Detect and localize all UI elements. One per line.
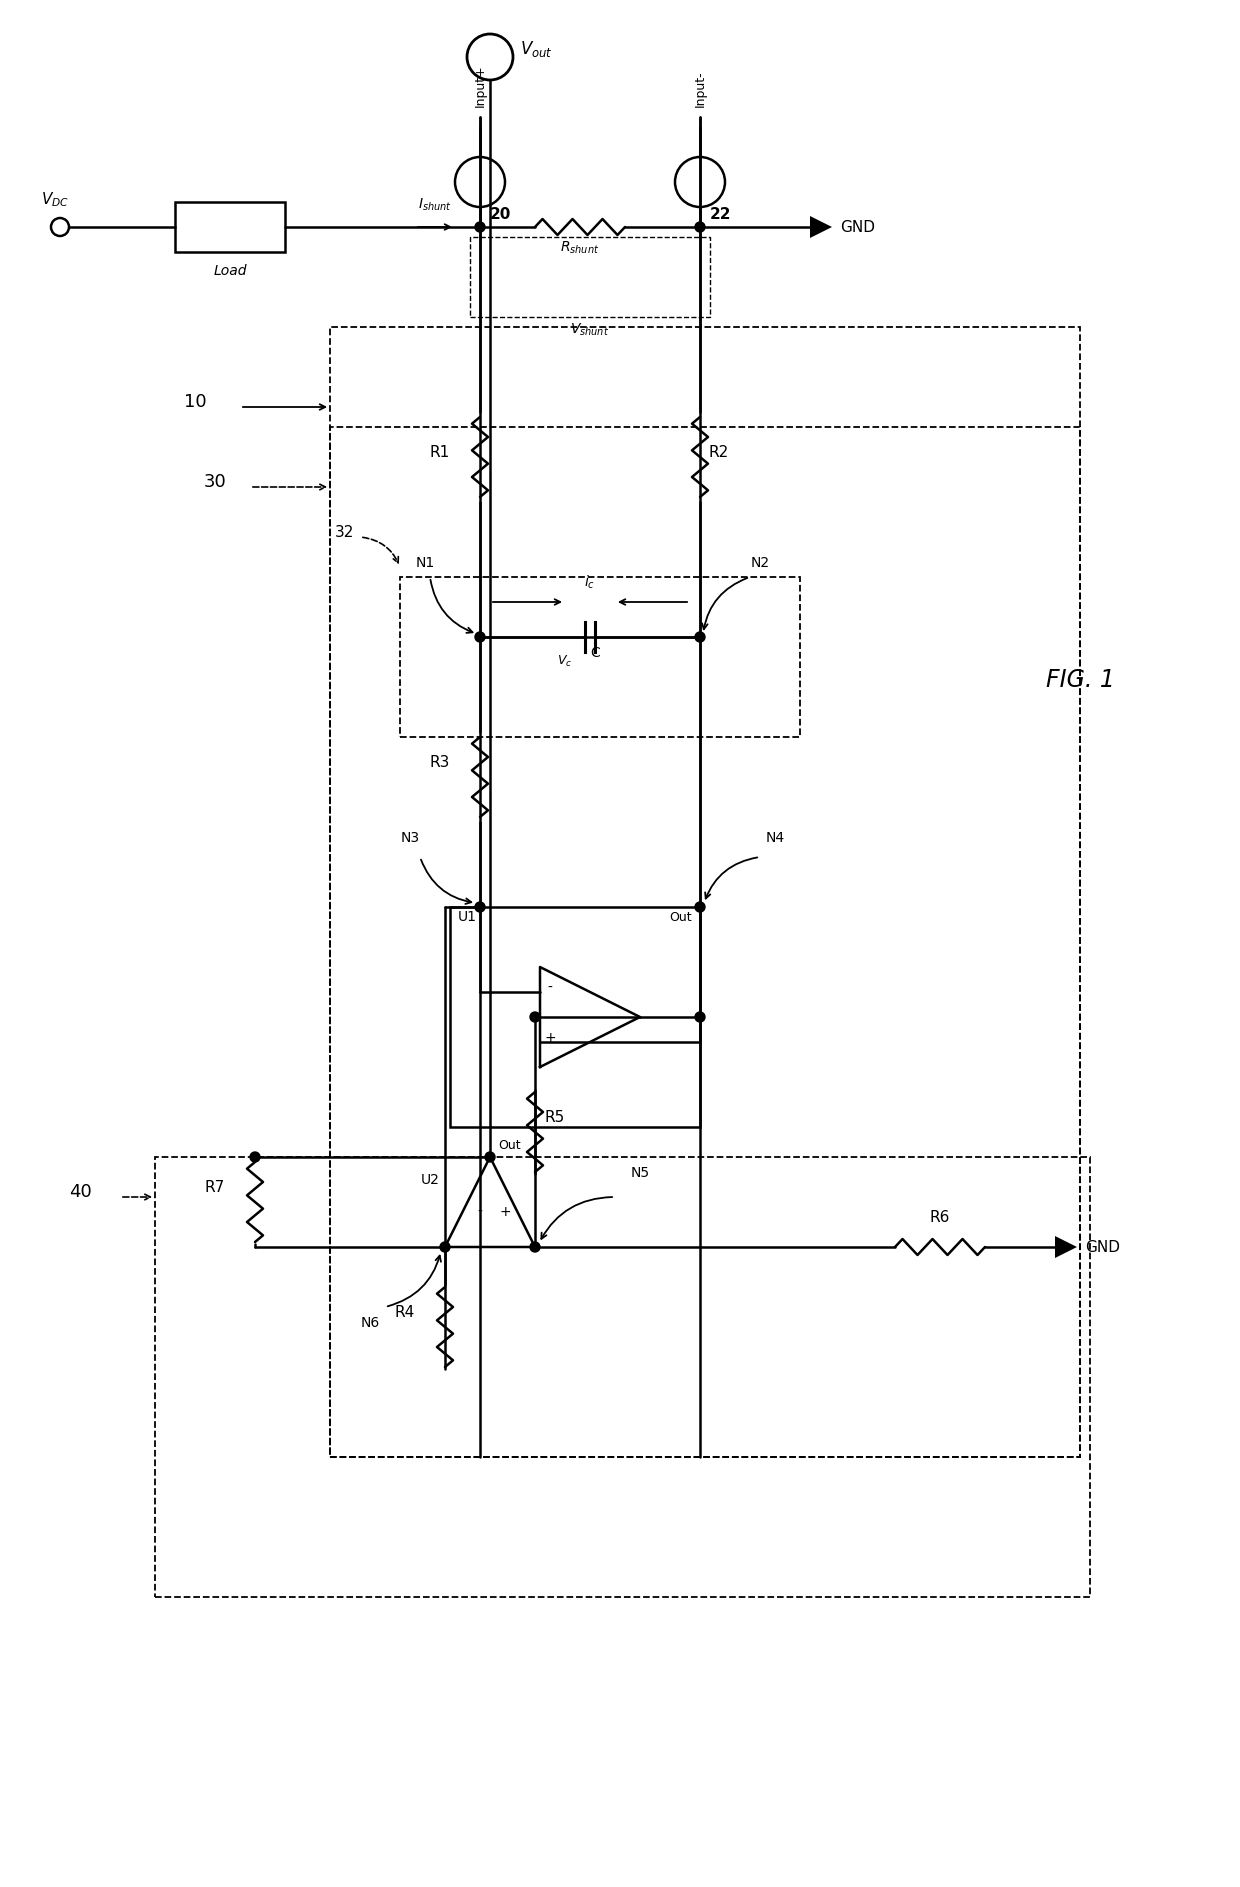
Text: N6: N6 [361,1315,379,1330]
Bar [450,908,701,1127]
Text: Input+: Input+ [474,64,486,108]
Circle shape [485,1151,495,1162]
Text: Load: Load [213,264,247,277]
Text: +: + [500,1204,511,1219]
Text: -: - [548,981,553,994]
Text: Input-: Input- [693,70,707,108]
Circle shape [475,902,485,911]
Circle shape [440,1242,450,1251]
Text: R3: R3 [429,755,450,770]
Circle shape [694,902,706,911]
Text: +: + [544,1030,556,1045]
Circle shape [694,223,706,232]
Text: Out: Out [670,911,692,925]
Text: R2: R2 [708,445,728,460]
Text: R4: R4 [394,1306,415,1321]
Circle shape [475,223,485,232]
Circle shape [475,632,485,642]
Polygon shape [1055,1236,1078,1259]
Bar [330,426,1080,1457]
Circle shape [694,1011,706,1023]
Text: U2: U2 [422,1174,440,1187]
Bar [175,202,285,253]
Text: N4: N4 [765,830,785,845]
Text: R5: R5 [546,1110,565,1125]
Text: Out: Out [498,1140,521,1151]
Circle shape [694,632,706,642]
Text: 22: 22 [711,208,732,223]
Text: 32: 32 [335,525,355,540]
Text: $V_c$: $V_c$ [558,655,573,670]
Text: U1: U1 [458,910,477,925]
Text: $V_{shunt}$: $V_{shunt}$ [570,323,610,338]
Text: 10: 10 [184,392,206,411]
Text: 40: 40 [68,1183,92,1200]
Polygon shape [810,215,832,238]
Bar [401,577,800,738]
Text: $V_{DC}$: $V_{DC}$ [41,191,69,209]
Text: $I_{shunt}$: $I_{shunt}$ [418,196,451,213]
Circle shape [529,1242,539,1251]
Text: N1: N1 [415,557,435,570]
Text: -: - [477,1204,482,1219]
Text: R6: R6 [930,1210,950,1225]
Text: R7: R7 [205,1179,224,1194]
Circle shape [529,1011,539,1023]
Text: 30: 30 [203,474,227,491]
Bar [155,1157,1090,1596]
Text: GND: GND [1085,1240,1120,1255]
Bar [330,326,1080,1457]
Text: $R_{shunt}$: $R_{shunt}$ [560,240,600,257]
Circle shape [250,1151,260,1162]
Text: R1: R1 [430,445,450,460]
Text: $i_c$: $i_c$ [584,574,595,591]
Text: C: C [590,645,600,660]
Text: N3: N3 [401,830,419,845]
Text: FIG. 1: FIG. 1 [1045,668,1115,693]
Bar [470,238,711,317]
Text: 20: 20 [490,208,511,223]
Text: N2: N2 [750,557,770,570]
Text: $V_{out}$: $V_{out}$ [520,40,553,58]
Text: N5: N5 [630,1166,650,1179]
Text: GND: GND [839,219,875,234]
